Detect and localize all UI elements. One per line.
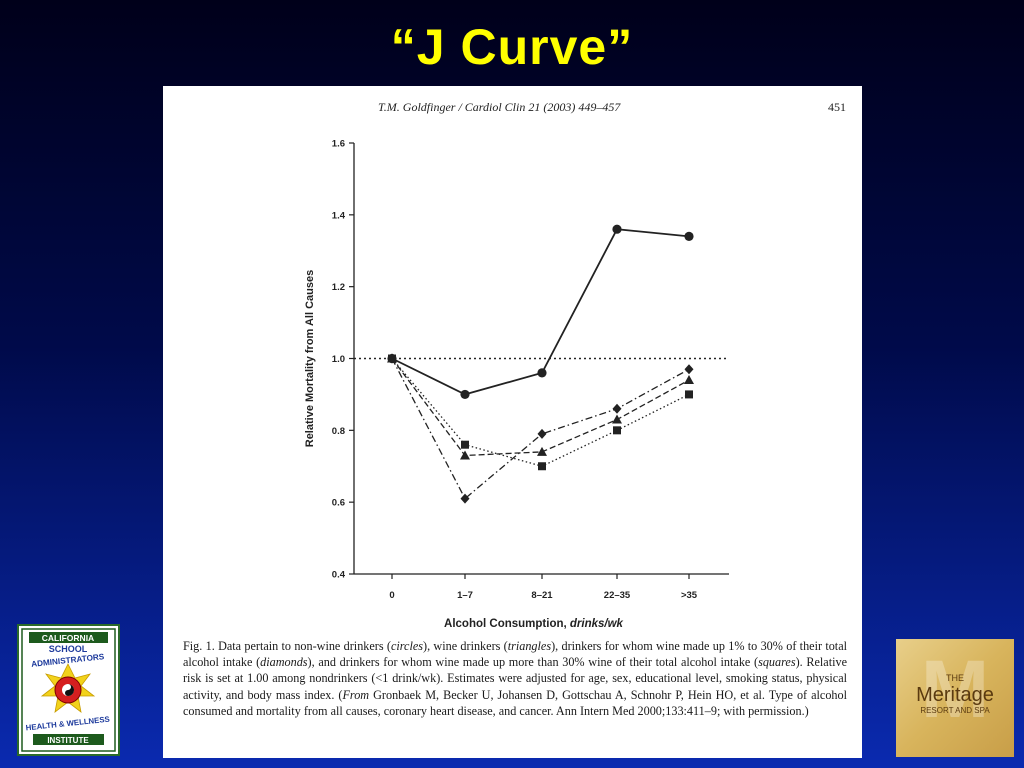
logo-left-line5: INSTITUTE (47, 736, 89, 745)
point-circle (460, 389, 470, 400)
point-square (461, 440, 469, 449)
y-ticks: 0.4 0.6 0.8 1.0 1.2 1.4 1.6 (332, 139, 354, 581)
x-tick-label: 0 (389, 590, 394, 601)
j-curve-chart: 0.4 0.6 0.8 1.0 1.2 1.4 1.6 0 1–7 8–21 22–35 >35 R… (304, 139, 729, 630)
point-diamond (612, 403, 622, 414)
x-tick-label: 22–35 (604, 590, 631, 601)
point-diamond (460, 493, 470, 504)
point-diamond (537, 428, 547, 439)
point-triangle (460, 450, 470, 460)
logo-left-line2: SCHOOL (49, 644, 88, 654)
page-number: 451 (828, 100, 846, 114)
point-square (388, 354, 396, 363)
x-axis-label-unit: drinks/wk (570, 618, 624, 630)
journal-citation-header: T.M. Goldfinger / Cardiol Clin 21 (2003)… (378, 100, 621, 114)
point-triangle (537, 446, 547, 456)
series-square (388, 354, 693, 471)
y-tick-label: 1.4 (332, 210, 346, 221)
point-square (685, 390, 693, 399)
logo-left-line1: CALIFORNIA (42, 633, 94, 643)
logo-right-line3: RESORT AND SPA (920, 706, 990, 715)
point-circle (684, 231, 694, 241)
paper-figure-page: T.M. Goldfinger / Cardiol Clin 21 (2003)… (163, 86, 862, 758)
svg-text:M: M (921, 644, 989, 735)
point-square (613, 426, 621, 435)
x-axis-label: Alcohol Consumption, drinks/wk (444, 618, 624, 630)
series-line-diamond (391, 358, 690, 500)
csa-health-wellness-logo: CALIFORNIA SCHOOL ADMINISTRATORS HEALTH … (17, 624, 120, 756)
y-tick-label: 0.8 (332, 426, 345, 437)
point-triangle (612, 414, 622, 424)
logo-right-line1: THE (946, 673, 964, 683)
y-tick-label: 1.2 (332, 282, 345, 293)
y-tick-label: 1.0 (332, 354, 345, 365)
logo-right-line2: Meritage (916, 684, 994, 706)
point-circle (612, 224, 622, 234)
y-tick-label: 0.4 (332, 570, 346, 581)
slide-title: “J Curve” (390, 19, 634, 75)
figure-caption: Fig. 1. Data pertain to non-wine drinker… (183, 639, 848, 718)
x-tick-label: 1–7 (457, 590, 473, 601)
x-axis-label-main: Alcohol Consumption, (444, 618, 570, 630)
series-circle (387, 224, 694, 400)
x-tick-label: >35 (681, 590, 698, 601)
point-circle (537, 368, 547, 378)
y-tick-label: 0.6 (332, 498, 345, 509)
x-ticks: 0 1–7 8–21 22–35 >35 (389, 574, 698, 601)
point-triangle (684, 375, 694, 385)
y-tick-label: 1.6 (332, 139, 345, 150)
y-axis-label: Relative Mortality from All Causes (304, 270, 316, 447)
meritage-resort-logo: M THE Meritage RESORT AND SPA (896, 639, 1014, 757)
point-square (538, 462, 546, 471)
point-diamond (684, 364, 694, 375)
x-tick-label: 8–21 (531, 590, 553, 601)
series-group (387, 224, 694, 504)
